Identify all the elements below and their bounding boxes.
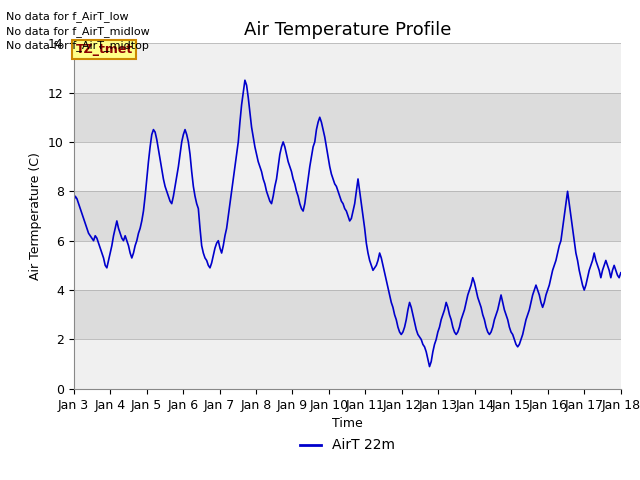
Text: TZ_tmet: TZ_tmet bbox=[76, 43, 132, 56]
Title: Air Temperature Profile: Air Temperature Profile bbox=[243, 21, 451, 39]
Legend: AirT 22m: AirT 22m bbox=[294, 433, 400, 458]
Text: No data for f_AirT_low: No data for f_AirT_low bbox=[6, 11, 129, 22]
Text: No data for f_AirT_midtop: No data for f_AirT_midtop bbox=[6, 40, 149, 51]
Text: No data for f_AirT_midlow: No data for f_AirT_midlow bbox=[6, 25, 150, 36]
Bar bbox=[74, 93, 621, 142]
Bar bbox=[74, 290, 621, 339]
X-axis label: Time: Time bbox=[332, 417, 363, 430]
Y-axis label: Air Termperature (C): Air Termperature (C) bbox=[29, 152, 42, 280]
Bar bbox=[74, 192, 621, 240]
